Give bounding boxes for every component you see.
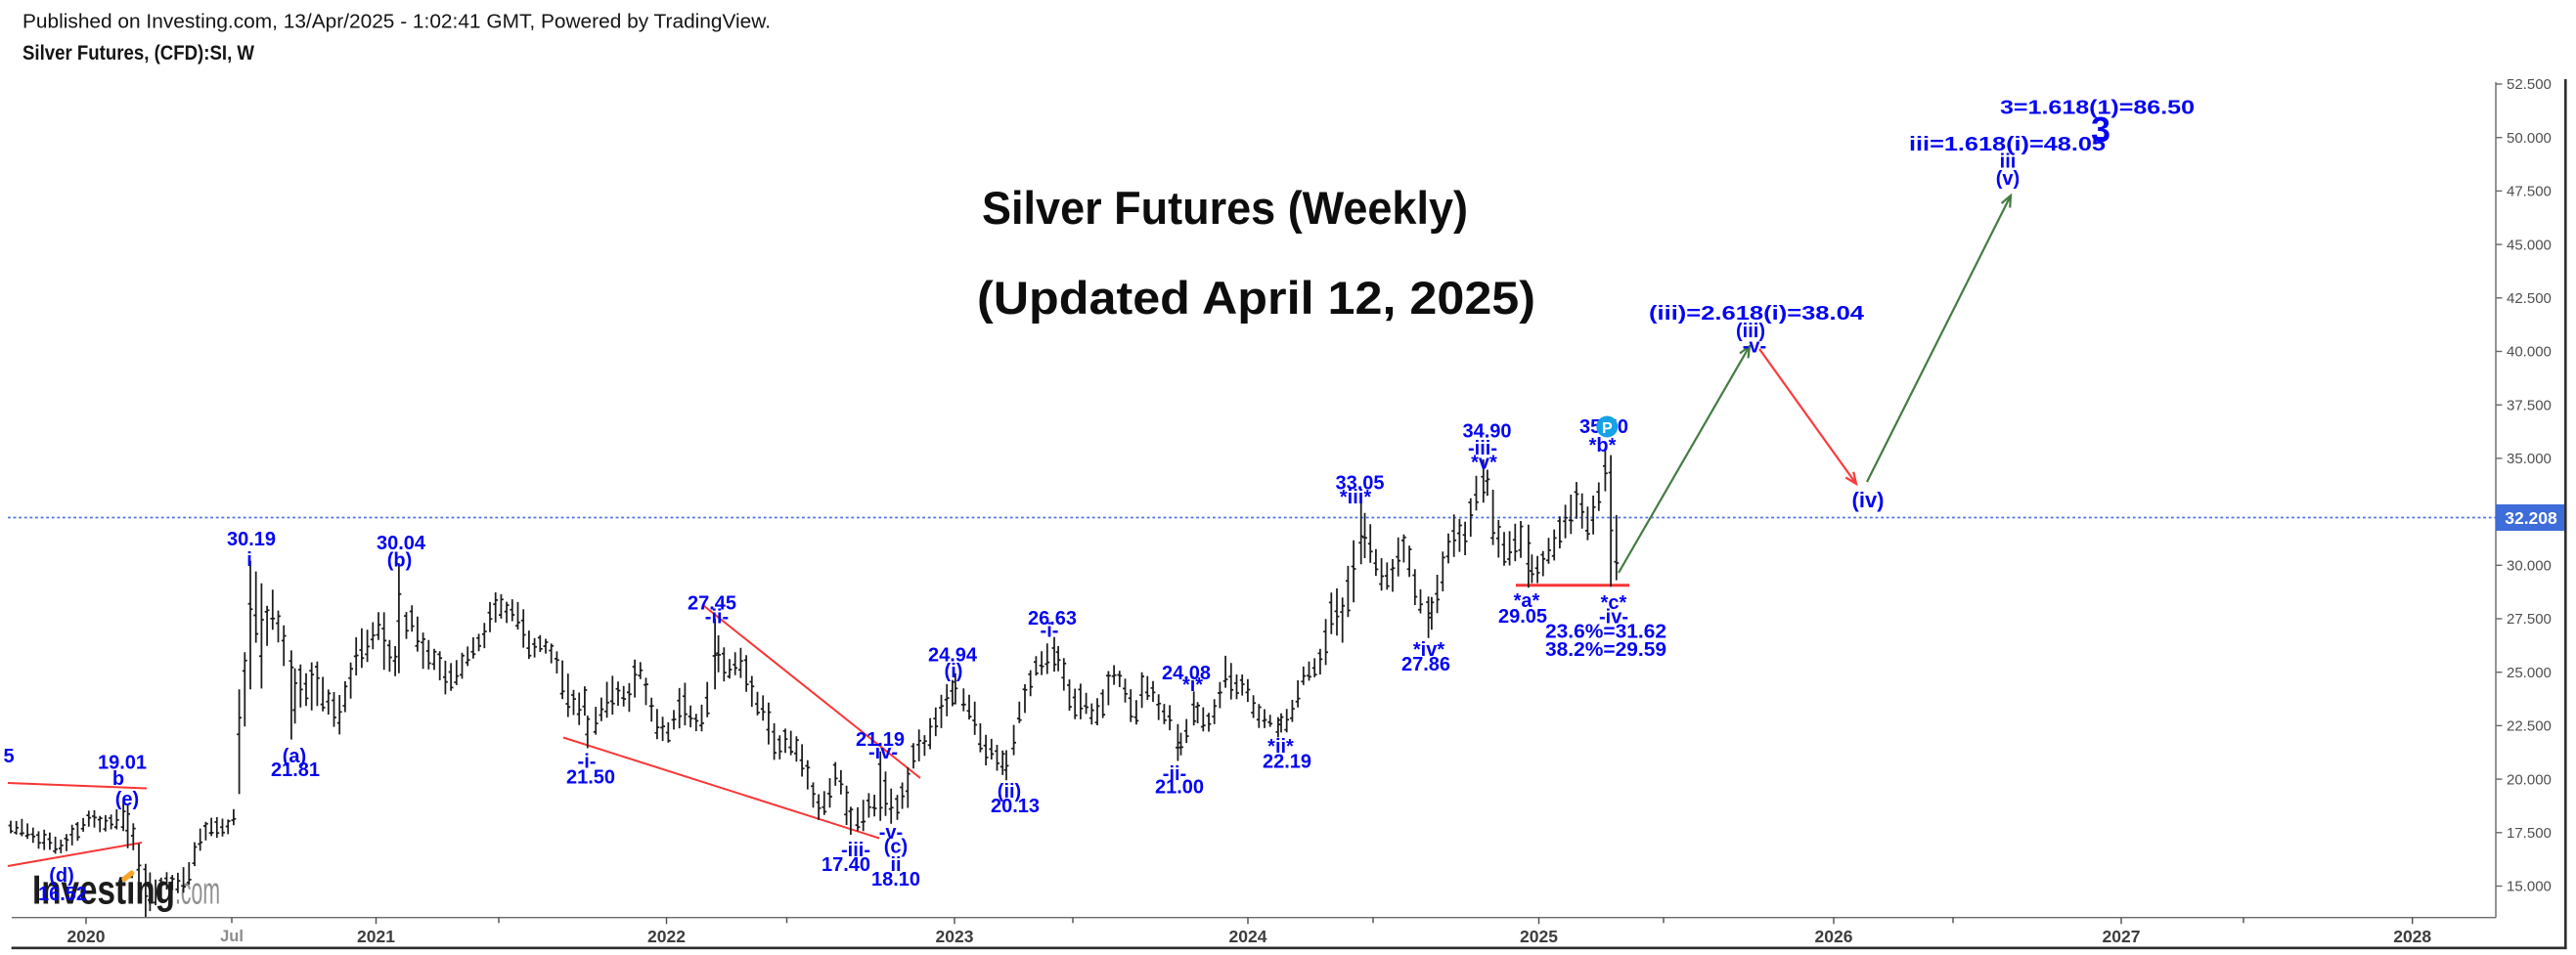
- svg-text:19.01: 19.01: [98, 753, 147, 774]
- svg-text:(i): (i): [945, 661, 963, 682]
- svg-text:*iv*: *iv*: [1413, 639, 1444, 661]
- svg-text:2028: 2028: [2393, 927, 2431, 946]
- svg-text:i: i: [246, 549, 252, 571]
- svg-text:52.500: 52.500: [2507, 76, 2552, 93]
- svg-text:35.000: 35.000: [2507, 451, 2552, 467]
- svg-text:27.86: 27.86: [1401, 654, 1450, 675]
- svg-text:24.94: 24.94: [928, 645, 978, 667]
- svg-text:2020: 2020: [67, 927, 106, 946]
- svg-text:(iv): (iv): [1852, 488, 1885, 512]
- svg-text:-v-: -v-: [879, 822, 903, 844]
- svg-text:27.45: 27.45: [688, 593, 736, 615]
- svg-text:47.500: 47.500: [2507, 184, 2552, 200]
- svg-text:2027: 2027: [2103, 927, 2141, 946]
- svg-text:*i*: *i*: [1182, 674, 1203, 696]
- svg-text:b: b: [112, 768, 124, 790]
- svg-text:-i-: -i-: [578, 752, 597, 773]
- svg-text:45.000: 45.000: [2507, 237, 2552, 253]
- svg-text:*ii*: *ii*: [1267, 736, 1294, 758]
- svg-text:-ii-: -ii-: [705, 607, 729, 629]
- svg-text:20.000: 20.000: [2507, 771, 2552, 788]
- svg-text:-i-: -i-: [1041, 621, 1059, 642]
- svg-text:Published on Investing.com, 13: Published on Investing.com, 13/Apr/2025 …: [22, 12, 771, 33]
- svg-text:*v*: *v*: [1471, 453, 1497, 474]
- svg-text:32.208: 32.208: [2505, 508, 2557, 528]
- svg-text:Silver Futures, (CFD):SI, W: Silver Futures, (CFD):SI, W: [22, 42, 254, 65]
- svg-text:24.08: 24.08: [1162, 663, 1211, 684]
- svg-text:30.000: 30.000: [2507, 558, 2552, 575]
- svg-text:iii=1.618(i)=48.05: iii=1.618(i)=48.05: [1909, 134, 2106, 155]
- svg-text:(v): (v): [1996, 168, 2020, 190]
- svg-text:*b*: *b*: [1589, 435, 1617, 456]
- svg-text:17.500: 17.500: [2507, 825, 2552, 842]
- svg-text:15.000: 15.000: [2507, 879, 2552, 895]
- svg-text:34.90: 34.90: [1462, 421, 1511, 443]
- svg-text:30.04: 30.04: [377, 533, 426, 554]
- svg-text:(Updated April 12, 2025): (Updated April 12, 2025): [977, 272, 1535, 324]
- svg-text:-iii-: -iii-: [841, 840, 870, 861]
- svg-text:(a): (a): [283, 746, 306, 767]
- svg-text:(d): (d): [49, 865, 74, 887]
- svg-text:40.000: 40.000: [2507, 344, 2552, 361]
- svg-text:22.19: 22.19: [1263, 752, 1311, 773]
- svg-text:17.40: 17.40: [822, 854, 870, 876]
- svg-text:37.500: 37.500: [2507, 397, 2552, 413]
- svg-text:P: P: [1602, 420, 1613, 437]
- svg-text:-iii-: -iii-: [1468, 438, 1497, 459]
- svg-text:33.05: 33.05: [1335, 473, 1384, 495]
- svg-text:(b): (b): [387, 550, 413, 572]
- svg-text:-iv-: -iv-: [1599, 607, 1628, 629]
- svg-text:*c*: *c*: [1601, 592, 1627, 614]
- svg-text:Investing: Investing: [32, 867, 175, 913]
- svg-text:2026: 2026: [1815, 927, 1853, 946]
- svg-text:Silver Futures (Weekly): Silver Futures (Weekly): [982, 182, 1468, 234]
- svg-text:*a*: *a*: [1514, 590, 1540, 612]
- svg-text:iii: iii: [2000, 152, 2017, 173]
- svg-text:21.00: 21.00: [1155, 777, 1204, 799]
- svg-text:26.63: 26.63: [1028, 608, 1077, 629]
- svg-text:(iii): (iii): [1736, 321, 1765, 342]
- svg-text:25.000: 25.000: [2507, 665, 2552, 681]
- svg-text:(iii)=2.618(i)=38.04: (iii)=2.618(i)=38.04: [1649, 303, 1865, 325]
- svg-text:2021: 2021: [357, 927, 395, 946]
- svg-text:-iv-: -iv-: [868, 742, 898, 763]
- svg-text:2023: 2023: [936, 927, 974, 946]
- svg-text:22.500: 22.500: [2507, 718, 2552, 735]
- svg-text:18.10: 18.10: [871, 869, 920, 890]
- svg-text:30.19: 30.19: [227, 529, 276, 550]
- svg-text:-ii-: -ii-: [1163, 763, 1186, 785]
- svg-text:3=1.618(1)=86.50: 3=1.618(1)=86.50: [2000, 98, 2195, 119]
- svg-text:Jul: Jul: [220, 928, 244, 945]
- svg-text:20.13: 20.13: [991, 796, 1040, 817]
- svg-text:3: 3: [2091, 109, 2110, 150]
- svg-text:(c): (c): [884, 837, 908, 858]
- svg-text:38.2%=29.59: 38.2%=29.59: [1545, 639, 1666, 661]
- svg-text:(e): (e): [115, 789, 139, 810]
- svg-text:2025: 2025: [1520, 927, 1558, 946]
- svg-text:.com: .com: [175, 871, 220, 913]
- svg-text:2022: 2022: [647, 927, 686, 946]
- svg-text:ii: ii: [890, 854, 901, 876]
- svg-text:29.05: 29.05: [1498, 606, 1547, 628]
- svg-text:21.81: 21.81: [271, 760, 320, 781]
- svg-text:50.000: 50.000: [2507, 130, 2552, 147]
- svg-text:16.52: 16.52: [38, 884, 87, 905]
- svg-text:21.19: 21.19: [856, 729, 905, 751]
- svg-text:(ii): (ii): [998, 781, 1021, 803]
- svg-text:*iii*: *iii*: [1340, 487, 1371, 508]
- svg-text:5: 5: [3, 746, 14, 767]
- svg-text:2024: 2024: [1229, 927, 1267, 946]
- svg-text:23.6%=31.62: 23.6%=31.62: [1545, 622, 1666, 643]
- svg-text:-v-: -v-: [1743, 336, 1766, 358]
- svg-text:27.500: 27.500: [2507, 611, 2552, 628]
- svg-text:21.50: 21.50: [566, 767, 615, 789]
- svg-text:42.500: 42.500: [2507, 290, 2552, 307]
